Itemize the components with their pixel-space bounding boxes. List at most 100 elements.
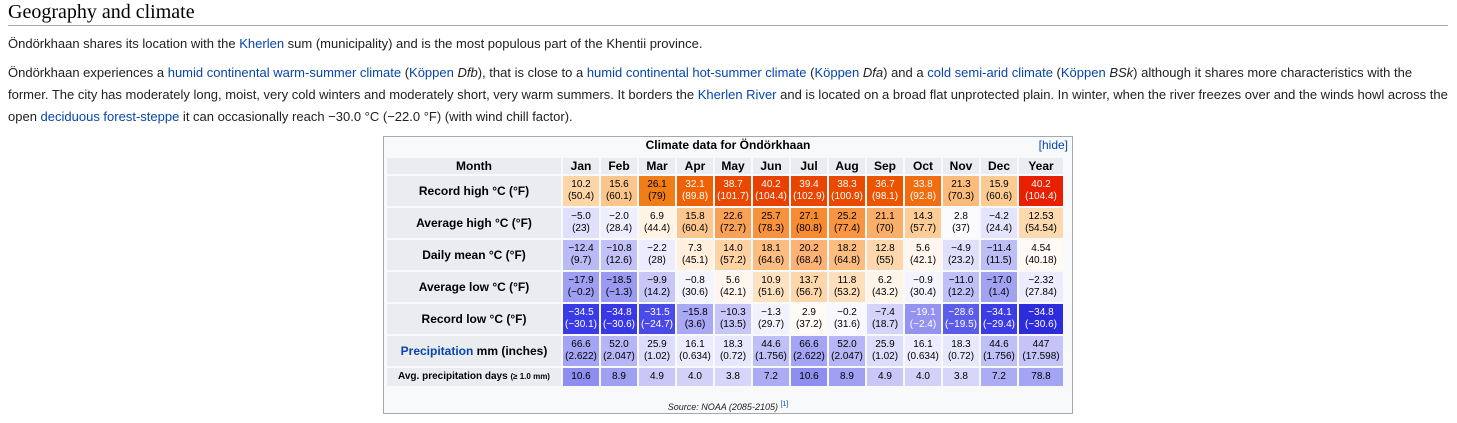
climate-cell: −31.5 (−24.7) bbox=[639, 304, 675, 334]
value-imperial: (0.72) bbox=[719, 351, 747, 362]
source-ref-link[interactable]: [1] bbox=[780, 401, 789, 408]
value-imperial: (28.4) bbox=[605, 223, 633, 234]
table-source: Source: NOAA (2085-2105) [1] bbox=[384, 399, 1072, 413]
climate-row: Record low °C (°F) −34.5 (−30.1) −34.8 (−30.… bbox=[387, 304, 1063, 334]
text: ) although it shares more characteristic… bbox=[8, 65, 1413, 102]
link-humid-continental-warm-summer[interactable]: humid continental warm-summer climate bbox=[167, 65, 402, 80]
header-month: May bbox=[715, 158, 751, 174]
link-kherlen[interactable]: Kherlen bbox=[239, 36, 285, 51]
value-metric: 18.2 bbox=[837, 243, 857, 254]
text: sum (municipality) and is the most popul… bbox=[284, 36, 703, 51]
paragraph-climate: Öndörkhaan experiences a humid continent… bbox=[8, 62, 1448, 128]
value-metric: 4.54 bbox=[1031, 243, 1051, 254]
text: Öndörkhaan experiences a bbox=[8, 65, 168, 80]
value-imperial: (80.8) bbox=[795, 223, 823, 234]
value-metric: 66.6 bbox=[799, 339, 819, 350]
climate-cell: 25.9 (1.02) bbox=[639, 336, 675, 366]
climate-cell: 13.7 (56.7) bbox=[791, 272, 827, 302]
koppen-code: Dfa bbox=[862, 65, 884, 80]
value-imperial: (70) bbox=[876, 223, 894, 234]
climate-cell: −34.5 (−30.1) bbox=[563, 304, 599, 334]
climate-table-box: Climate data for Öndörkhaan [hide] Month… bbox=[383, 136, 1073, 414]
header-month: Jan bbox=[563, 158, 599, 174]
value-imperial: (30.6) bbox=[681, 287, 709, 298]
value-imperial: (12.2) bbox=[947, 287, 975, 298]
value-metric: 26.1 bbox=[647, 179, 667, 190]
climate-row: Average low °C (°F) −17.9 (−0.2) −18.5 (−1.3… bbox=[387, 272, 1063, 302]
text: ( bbox=[806, 65, 815, 80]
value-metric: −34.8 bbox=[1028, 307, 1054, 318]
climate-cell: 14.3 (57.7) bbox=[905, 208, 941, 238]
climate-cell: −15.8 (3.6) bbox=[677, 304, 713, 334]
climate-cell: 4.9 bbox=[639, 368, 675, 386]
value-imperial: (40.18) bbox=[1025, 255, 1057, 266]
value-imperial: (104.4) bbox=[755, 191, 787, 202]
climate-cell: 447 (17.598) bbox=[1019, 336, 1063, 366]
climate-cell: 3.8 bbox=[715, 368, 751, 386]
value-metric: 4.9 bbox=[878, 371, 892, 382]
climate-cell: 15.6 (60.1) bbox=[601, 176, 637, 206]
value-metric: −2.32 bbox=[1028, 275, 1054, 286]
link-precipitation[interactable]: Precipitation bbox=[400, 344, 474, 358]
value-metric: −15.8 bbox=[682, 307, 708, 318]
value-metric: 5.6 bbox=[726, 275, 740, 286]
value-imperial: (30.4) bbox=[909, 287, 937, 298]
value-imperial: (28) bbox=[648, 255, 666, 266]
value-imperial: (−1.3) bbox=[605, 287, 633, 298]
value-imperial: (2.622) bbox=[565, 351, 597, 362]
link-koppen-1[interactable]: Köppen bbox=[409, 65, 454, 80]
header-month: Nov bbox=[943, 158, 979, 174]
value-metric: 7.2 bbox=[764, 371, 778, 382]
row-label-text: Avg. precipitation days bbox=[398, 371, 508, 382]
value-metric: 18.3 bbox=[723, 339, 743, 350]
value-metric: −9.9 bbox=[647, 275, 667, 286]
value-metric: 2.8 bbox=[954, 211, 968, 222]
value-imperial: (89.8) bbox=[681, 191, 709, 202]
value-metric: 27.1 bbox=[799, 211, 819, 222]
value-imperial: (1.756) bbox=[755, 351, 787, 362]
value-imperial: (55) bbox=[876, 255, 894, 266]
climate-row: Daily mean °C (°F) −12.4 (9.7) −10.8 (12.6) −… bbox=[387, 240, 1063, 270]
value-imperial: (3.6) bbox=[684, 319, 706, 330]
climate-cell: 5.6 (42.1) bbox=[715, 272, 751, 302]
value-imperial: (57.2) bbox=[719, 255, 747, 266]
value-metric: 39.4 bbox=[799, 179, 819, 190]
climate-cell: 4.54 (40.18) bbox=[1019, 240, 1063, 270]
value-imperial: (77.4) bbox=[833, 223, 861, 234]
text: it can occasionally reach −30.0 °C (−22.… bbox=[179, 109, 573, 124]
value-imperial: (72.7) bbox=[719, 223, 747, 234]
value-imperial: (50.4) bbox=[567, 191, 595, 202]
climate-cell: 22.6 (72.7) bbox=[715, 208, 751, 238]
climate-cell: 18.3 (0.72) bbox=[943, 336, 979, 366]
value-metric: −11.0 bbox=[948, 275, 974, 286]
value-imperial: (42.1) bbox=[719, 287, 747, 298]
link-cold-semi-arid[interactable]: cold semi-arid climate bbox=[927, 65, 1053, 80]
link-koppen-2[interactable]: Köppen bbox=[814, 65, 860, 80]
climate-cell: 8.9 bbox=[829, 368, 865, 386]
value-metric: 52.0 bbox=[837, 339, 857, 350]
link-koppen-3[interactable]: Köppen bbox=[1060, 65, 1106, 80]
link-kherlen-river[interactable]: Kherlen River bbox=[697, 87, 777, 102]
header-month: Apr bbox=[677, 158, 713, 174]
climate-cell: −10.3 (13.5) bbox=[715, 304, 751, 334]
climate-cell: −2.0 (28.4) bbox=[601, 208, 637, 238]
koppen-code: BSk bbox=[1109, 65, 1134, 80]
climate-cell: −10.8 (12.6) bbox=[601, 240, 637, 270]
value-imperial: (78.3) bbox=[757, 223, 785, 234]
climate-cell: −2.32 (27.84) bbox=[1019, 272, 1063, 302]
hide-toggle-link[interactable]: [hide] bbox=[1038, 138, 1068, 152]
climate-cell: 4.0 bbox=[905, 368, 941, 386]
climate-cell: 21.3 (70.3) bbox=[943, 176, 979, 206]
value-metric: 12.53 bbox=[1028, 211, 1054, 222]
row-label: Average low °C (°F) bbox=[387, 272, 561, 302]
climate-cell: 3.8 bbox=[943, 368, 979, 386]
climate-cell: −0.8 (30.6) bbox=[677, 272, 713, 302]
section-heading: Geography and climate bbox=[8, 0, 1448, 26]
value-metric: 6.9 bbox=[650, 211, 664, 222]
value-imperial: (14.2) bbox=[643, 287, 671, 298]
header-month: Jul bbox=[791, 158, 827, 174]
link-humid-continental-hot-summer[interactable]: humid continental hot-summer climate bbox=[586, 65, 807, 80]
climate-cell: 16.1 (0.634) bbox=[677, 336, 713, 366]
climate-cell: 16.1 (0.634) bbox=[905, 336, 941, 366]
link-deciduous-forest-steppe[interactable]: deciduous forest-steppe bbox=[40, 109, 180, 124]
